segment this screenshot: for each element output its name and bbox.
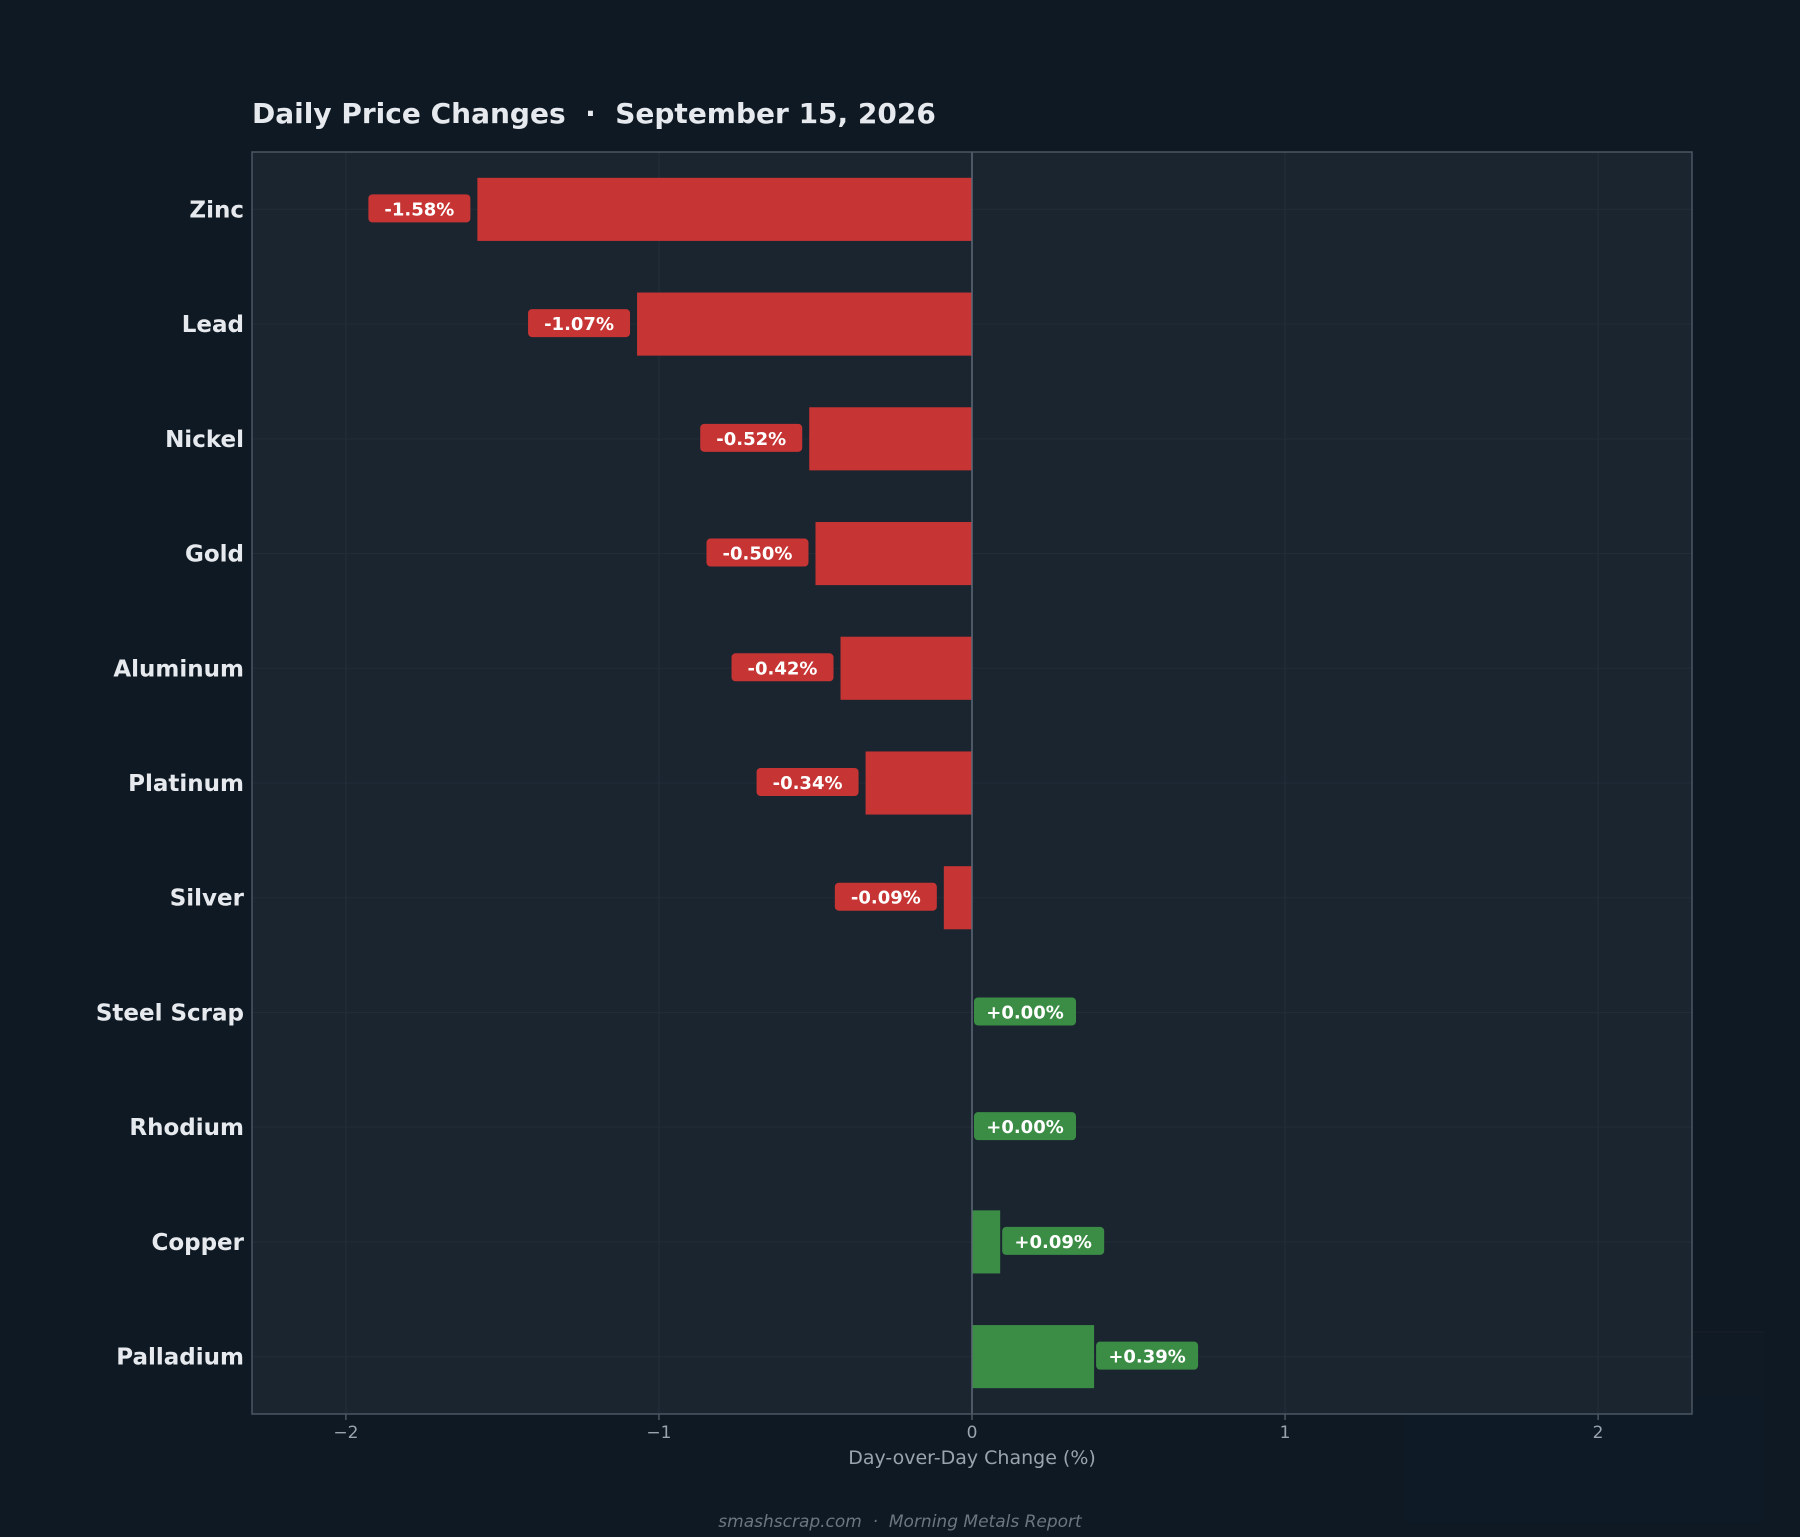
x-tick-label: 1	[1280, 1423, 1291, 1443]
value-label-text: -1.58%	[384, 199, 454, 220]
bar-lead	[637, 292, 972, 356]
bar-zinc	[477, 177, 972, 241]
value-label-lead: -1.07%	[528, 309, 631, 338]
category-label: Zinc	[189, 197, 244, 223]
value-label-text: +0.39%	[1108, 1347, 1186, 1368]
category-label: Gold	[185, 542, 244, 568]
value-label-text: -0.50%	[723, 544, 793, 565]
category-label: Rhodium	[129, 1115, 244, 1141]
bar-aluminum	[840, 636, 972, 700]
x-axis-ticks: −2 −1 0 1 2	[333, 1414, 1604, 1443]
value-labels: -1.58% -1.07% -0.52% -0.50% -0.42% -0.34% -0.0…	[368, 194, 1199, 1370]
x-tick-label: 0	[967, 1423, 978, 1443]
value-label-text: +0.00%	[986, 1002, 1064, 1023]
x-tick-label: 2	[1593, 1423, 1604, 1443]
value-label-rhodium: +0.00%	[974, 1112, 1076, 1141]
category-label: Aluminum	[113, 656, 244, 682]
value-label-badge	[528, 309, 631, 338]
bar-gold	[815, 521, 972, 586]
value-label-platinum: -0.34%	[756, 768, 859, 796]
value-label-silver: -0.09%	[834, 882, 937, 911]
footer-credit: smashscrap.com · Morning Metals Report	[718, 1512, 1083, 1532]
value-label-text: +0.09%	[1014, 1232, 1092, 1253]
value-label-badge	[834, 882, 937, 911]
value-label-nickel: -0.52%	[700, 423, 803, 452]
value-label-text: -0.09%	[851, 888, 921, 909]
value-label-text: -0.34%	[773, 773, 843, 794]
value-label-badge	[368, 194, 471, 223]
category-label: Nickel	[165, 427, 244, 453]
category-label: Lead	[182, 312, 244, 338]
value-label-gold: -0.50%	[706, 538, 809, 567]
bars	[477, 177, 1095, 1389]
chart-title: Daily Price Changes · September 15, 2026	[252, 97, 936, 130]
category-label: Palladium	[116, 1345, 244, 1371]
value-label-badge	[974, 997, 1076, 1026]
category-label: Copper	[151, 1230, 244, 1256]
value-label-text: +0.00%	[986, 1117, 1064, 1138]
x-tick-label: −1	[646, 1423, 671, 1443]
value-label-text: -0.42%	[748, 658, 818, 679]
category-labels: Zinc Lead Nickel Gold Aluminum Platinum Silver…	[96, 197, 245, 1370]
value-label-badge	[756, 768, 859, 796]
bar-copper	[972, 1210, 1001, 1274]
value-label-zinc: -1.58%	[368, 194, 471, 223]
bar-palladium	[972, 1325, 1095, 1389]
value-label-steel-scrap: +0.00%	[974, 997, 1076, 1026]
value-label-badge	[700, 423, 803, 452]
value-label-badge	[1002, 1226, 1105, 1255]
x-axis-label: Day-over-Day Change (%)	[848, 1447, 1096, 1469]
value-label-aluminum: -0.42%	[731, 653, 834, 682]
bar-platinum	[865, 751, 972, 815]
category-label: Platinum	[128, 771, 244, 797]
value-label-badge	[1096, 1341, 1199, 1370]
category-label: Steel Scrap	[96, 1000, 244, 1026]
plot-frame	[251, 151, 1693, 1415]
value-label-badge	[974, 1112, 1076, 1141]
value-label-copper: +0.09%	[1002, 1226, 1105, 1255]
bar-nickel	[809, 407, 972, 471]
value-label-badge	[706, 538, 809, 567]
value-label-text: -0.52%	[716, 429, 786, 450]
x-tick-label: −2	[333, 1423, 358, 1443]
bar-silver	[943, 866, 972, 930]
value-label-text: -1.07%	[544, 314, 614, 335]
value-label-palladium: +0.39%	[1096, 1341, 1199, 1370]
value-label-badge	[731, 653, 834, 682]
category-label: Silver	[170, 886, 245, 912]
